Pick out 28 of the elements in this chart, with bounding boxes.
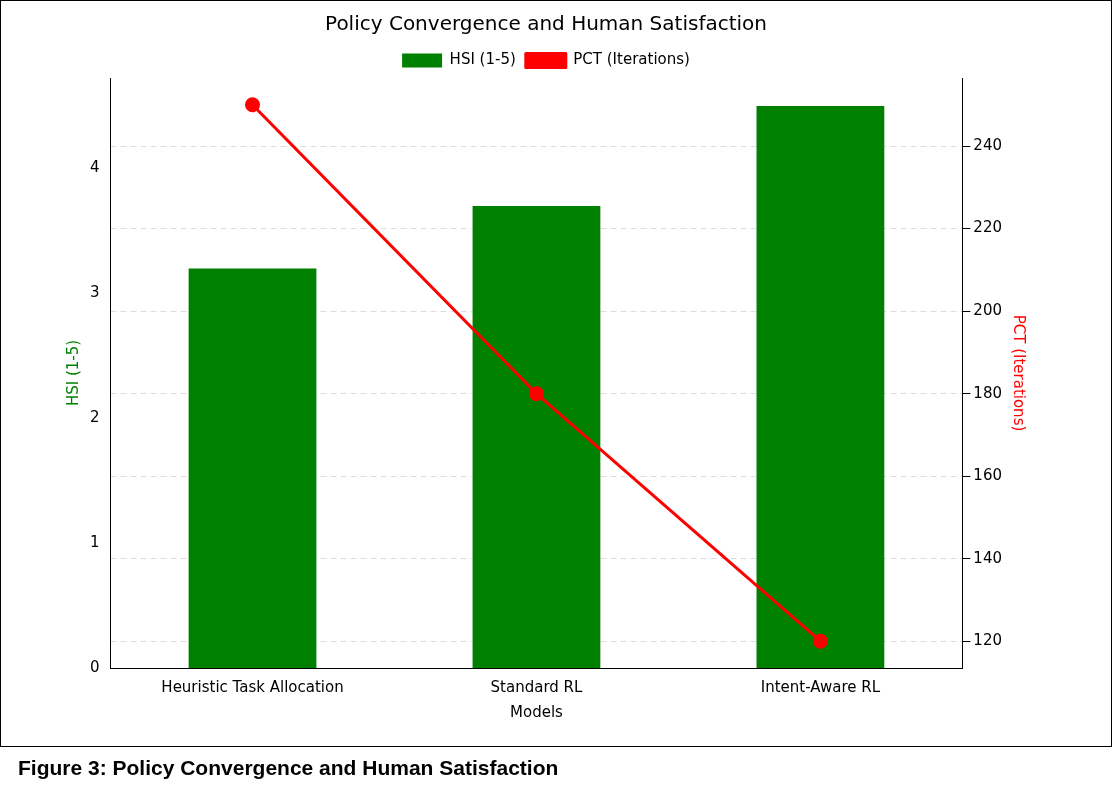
y-tick-label: 0 (90, 657, 100, 676)
y-tick-label: 4 (90, 158, 100, 177)
bar (756, 106, 885, 668)
y2-tick-label: 220 (973, 218, 1003, 237)
point (812, 633, 828, 649)
x-tick-label: Heuristic Task Allocation (161, 677, 344, 696)
x-tick-label: Intent-Aware RL (760, 677, 881, 696)
y2-tick-label: 200 (973, 301, 1003, 319)
x-tick-label: Standard RL (490, 677, 583, 696)
x-axis-title: Models (510, 702, 564, 721)
bar (188, 268, 317, 668)
y2-tick-label: 180 (973, 383, 1003, 402)
caption: Figure 3: Policy Convergence and Human Satisfaction (18, 756, 559, 780)
y-tick-label: 2 (90, 408, 100, 427)
bar (472, 205, 601, 668)
y2-tick-label: 240 (973, 135, 1003, 154)
y-tick-label: 3 (90, 283, 100, 302)
y2-tick-label: 140 (973, 548, 1003, 567)
point (528, 386, 544, 402)
y2-axis-title: PCT (Iterations) (1010, 314, 1029, 432)
y2-tick-label: 120 (973, 631, 1003, 650)
y2-tick-label: 160 (973, 466, 1003, 485)
y-tick-label: 1 (90, 533, 100, 552)
point (245, 97, 261, 113)
chart-title: Policy Convergence and Human Satisfaction (325, 11, 767, 36)
legend-label: PCT (Iterations) (573, 50, 690, 69)
legend-label: HSI (1-5) (449, 50, 516, 69)
y-axis-title: HSI (1-5) (63, 339, 82, 407)
